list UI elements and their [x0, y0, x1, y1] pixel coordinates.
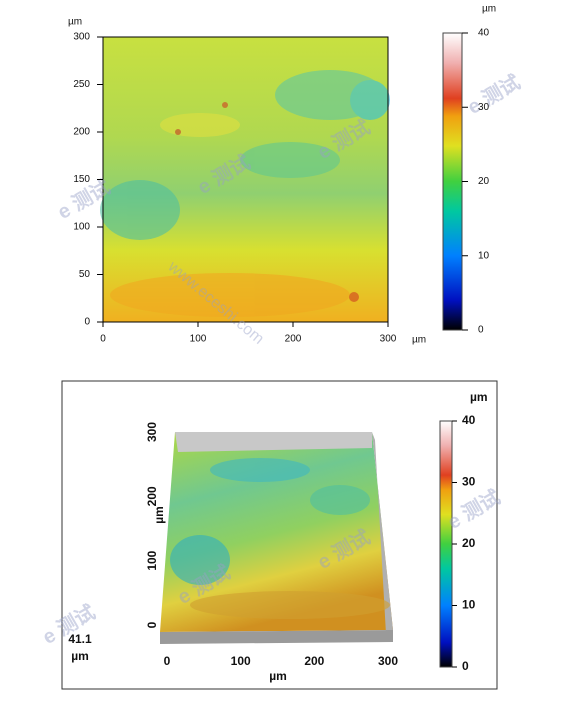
colorbar-tick-label: 20 [478, 176, 490, 187]
front-wall [160, 630, 393, 644]
y-tick-label: 100 [73, 222, 90, 233]
y-tick-label: 100 [145, 550, 159, 570]
y-tick-label: 200 [145, 486, 159, 506]
side-wall [372, 432, 393, 634]
colorbar-tick-label: 10 [462, 598, 476, 612]
y-tick-label: 300 [73, 32, 90, 43]
colorbar [442, 32, 463, 331]
colorbar-tick-label: 30 [462, 475, 476, 489]
z-value: 41.1 [68, 632, 92, 646]
colorbar-tick-label: 30 [478, 102, 490, 113]
panel-frame [61, 380, 498, 690]
colorbar-tick-label: 0 [462, 659, 469, 673]
y-tick-label: 150 [73, 174, 90, 185]
back-wall [175, 432, 372, 452]
colorbar-tick-label: 10 [478, 250, 490, 261]
y-tick-label: 200 [73, 127, 90, 138]
x-tick-label: 0 [164, 654, 171, 668]
watermark: e 测试 [444, 486, 505, 534]
y-tick-label: 50 [79, 269, 91, 280]
surface-texture [170, 458, 390, 619]
surface [160, 432, 393, 632]
colorbar-tick-label: 20 [462, 536, 476, 550]
watermark: e 测试 [464, 71, 525, 119]
y-tick-label: 250 [73, 79, 90, 90]
map-texture [100, 70, 390, 317]
x-tick-label: 300 [378, 654, 398, 668]
x-tick-label: 300 [380, 334, 397, 345]
x-label: µm [269, 669, 287, 683]
colorbar-unit: µm [482, 4, 496, 15]
y-tick-label: 300 [145, 422, 159, 442]
y-tick-label: 0 [145, 621, 159, 628]
colorbar-unit: µm [470, 390, 488, 404]
x-tick-label: 0 [100, 334, 106, 345]
colorbar [439, 420, 453, 668]
y-unit: µm [68, 17, 82, 28]
colorbar-tick-label: 40 [462, 413, 476, 427]
x-tick-label: 200 [285, 334, 302, 345]
colorbar-tick-label: 0 [478, 325, 484, 336]
z-unit: µm [71, 649, 89, 663]
x-tick-label: 100 [190, 334, 207, 345]
y-tick-label: 0 [84, 317, 90, 328]
x-tick-label: 100 [231, 654, 251, 668]
y-label: µm [152, 506, 166, 524]
colorbar-tick-label: 40 [478, 28, 490, 39]
x-tick-label: 200 [304, 654, 324, 668]
x-unit: µm [412, 335, 426, 346]
